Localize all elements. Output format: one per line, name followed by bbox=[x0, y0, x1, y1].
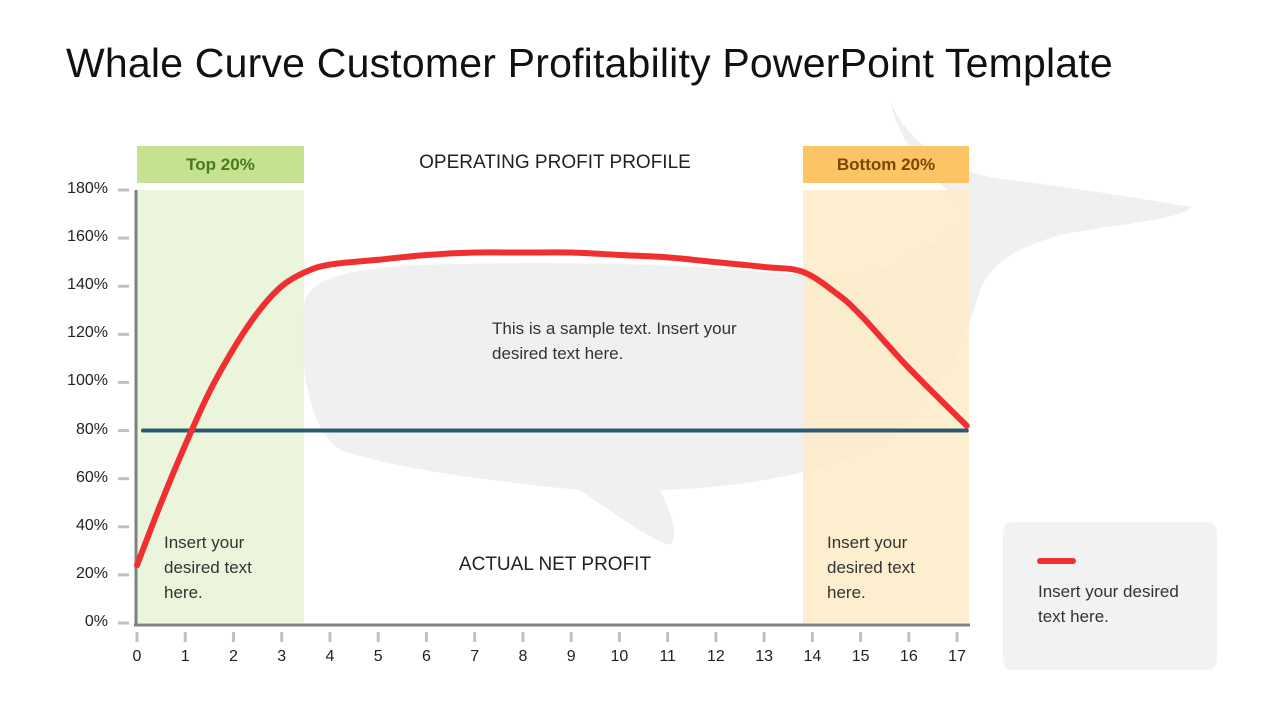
x-tick-label: 0 bbox=[132, 648, 142, 665]
x-tick-label: 4 bbox=[325, 648, 335, 665]
bottom-20-header: Bottom 20% bbox=[803, 146, 969, 183]
x-tick-label: 16 bbox=[899, 648, 918, 665]
bottom-20-note: Insert your desired text here. bbox=[827, 533, 915, 602]
top-20-header: Top 20% bbox=[137, 146, 304, 183]
x-tick-label: 5 bbox=[373, 648, 383, 665]
y-tick-label: 20% bbox=[75, 564, 108, 582]
top-20-region bbox=[137, 190, 304, 623]
sample-text: This is a sample text. Insert your desir… bbox=[492, 319, 737, 363]
y-tick-label: 120% bbox=[67, 324, 108, 342]
x-tick-label: 2 bbox=[229, 648, 238, 665]
y-axis-ticks bbox=[118, 188, 129, 625]
legend-line-icon bbox=[1037, 558, 1076, 564]
y-tick-label: 180% bbox=[67, 180, 108, 197]
x-tick-label: 9 bbox=[566, 648, 576, 665]
y-tick-label: 0% bbox=[84, 613, 108, 630]
top-20-note: Insert your desired text here. bbox=[164, 533, 252, 602]
x-tick-label: 7 bbox=[470, 648, 480, 665]
x-tick-label: 6 bbox=[421, 648, 431, 665]
bottom-20-region bbox=[803, 190, 969, 623]
legend-box: Insert your desired text here. bbox=[1003, 522, 1217, 670]
slide-title: Whale Curve Customer Profitability Power… bbox=[66, 40, 1113, 86]
y-tick-label: 60% bbox=[75, 468, 108, 486]
y-tick-label: 100% bbox=[67, 372, 108, 390]
actual-net-profit-label: ACTUAL NET PROFIT bbox=[458, 554, 652, 575]
y-tick-label: 40% bbox=[75, 516, 108, 534]
x-tick-label: 15 bbox=[851, 648, 870, 665]
x-tick-label: 3 bbox=[277, 648, 287, 665]
x-tick-label: 8 bbox=[518, 648, 528, 665]
x-tick-label: 11 bbox=[659, 648, 676, 665]
x-axis-ticks bbox=[135, 632, 959, 642]
legend-text: Insert your desired text here. bbox=[1038, 582, 1179, 626]
x-tick-label: 14 bbox=[803, 648, 822, 665]
x-tick-label: 12 bbox=[706, 648, 725, 665]
y-tick-label: 140% bbox=[67, 276, 108, 294]
x-tick-label: 10 bbox=[610, 648, 629, 665]
x-tick-label: 1 bbox=[180, 648, 190, 665]
x-tick-label: 13 bbox=[755, 648, 773, 665]
y-tick-label: 160% bbox=[67, 228, 108, 246]
operating-profit-label: OPERATING PROFIT PROFILE bbox=[419, 152, 691, 173]
y-tick-label: 80% bbox=[75, 420, 108, 438]
x-tick-label: 17 bbox=[948, 648, 966, 665]
whale-curve-line bbox=[134, 249, 970, 569]
